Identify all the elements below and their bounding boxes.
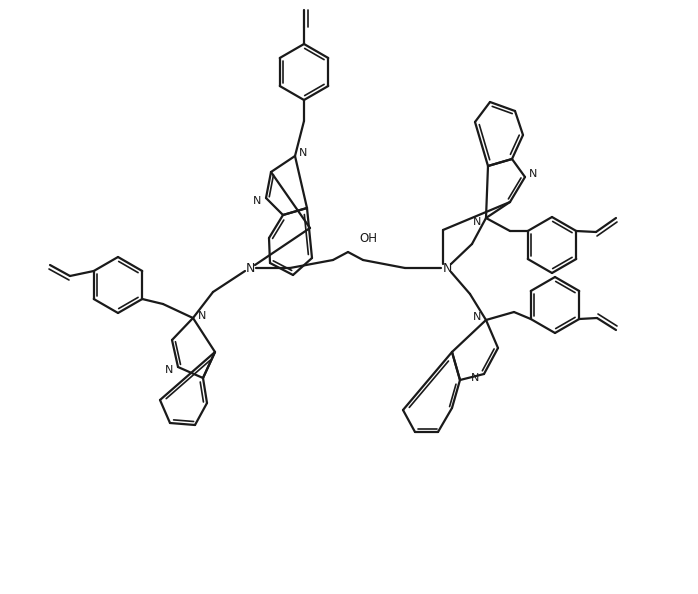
Text: OH: OH xyxy=(359,232,377,245)
Text: N: N xyxy=(165,365,173,375)
Text: N: N xyxy=(473,312,481,322)
Text: N: N xyxy=(198,311,206,321)
Text: N: N xyxy=(299,148,307,158)
Text: N: N xyxy=(473,217,481,227)
Text: N: N xyxy=(471,373,480,383)
Text: N: N xyxy=(253,196,261,206)
Text: N: N xyxy=(529,169,537,179)
Text: N: N xyxy=(245,261,255,274)
Text: N: N xyxy=(443,261,452,274)
